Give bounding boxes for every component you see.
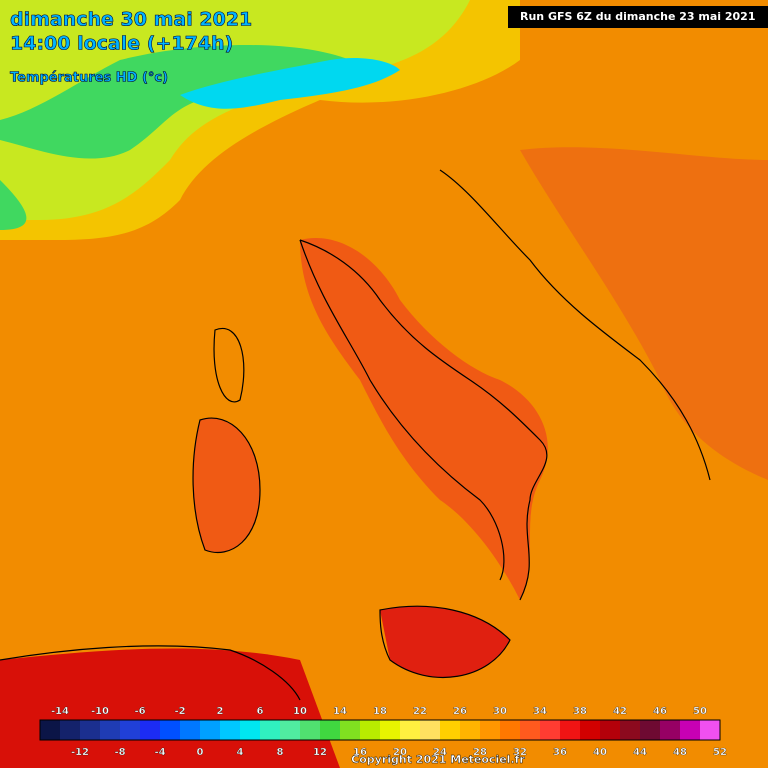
- scale-cell: [700, 720, 720, 740]
- scale-cell: [520, 720, 540, 740]
- scale-cell: [340, 720, 360, 740]
- scale-tick-label: 30: [493, 706, 507, 717]
- scale-cell: [480, 720, 500, 740]
- scale-tick-label: 6: [257, 706, 264, 717]
- scale-tick-label: 42: [613, 706, 627, 717]
- scale-tick-label: -6: [134, 706, 145, 717]
- scale-cell: [220, 720, 240, 740]
- scale-tick-label: 48: [673, 747, 687, 758]
- sicily-hot-zone: [380, 606, 510, 678]
- scale-tick-label: 44: [633, 747, 647, 758]
- coastline: [192, 417, 261, 554]
- coastline: [299, 239, 505, 581]
- scale-cell: [640, 720, 660, 740]
- scale-tick-label: 16: [353, 747, 367, 758]
- scale-cell: [620, 720, 640, 740]
- scale-cell: [460, 720, 480, 740]
- field-name: Températures HD (°c): [10, 71, 168, 86]
- scale-tick-label: 46: [653, 706, 667, 717]
- coastline: [439, 169, 711, 481]
- scale-tick-label: 0: [197, 747, 204, 758]
- scale-cell: [680, 720, 700, 740]
- scale-tick-label: 22: [413, 706, 427, 717]
- scale-frame: [39, 719, 721, 741]
- scale-tick-label: 18: [373, 706, 387, 717]
- green-yellow-zone: [0, 0, 470, 220]
- coastline: [213, 327, 245, 403]
- scale-tick-label: 38: [573, 706, 587, 717]
- coastline: [0, 645, 301, 701]
- scale-cell: [140, 720, 160, 740]
- scale-tick-label: -8: [114, 747, 125, 758]
- scale-tick-label: 28: [473, 747, 487, 758]
- scale-cell: [300, 720, 320, 740]
- scale-cell: [360, 720, 380, 740]
- scale-cell: [420, 720, 440, 740]
- scale-cell: [120, 720, 140, 740]
- scale-tick-label: 26: [453, 706, 467, 717]
- scale-cell: [80, 720, 100, 740]
- scale-cell: [40, 720, 60, 740]
- cold-zone: [180, 58, 400, 109]
- balkans-zone: [520, 147, 768, 480]
- forecast-date: dimanche 30 mai 2021: [10, 9, 252, 31]
- sardinia-hot-zone: [193, 418, 260, 553]
- scale-cell: [280, 720, 300, 740]
- scale-tick-label: 24: [433, 747, 447, 758]
- scale-cell: [660, 720, 680, 740]
- scale-tick-label: 32: [513, 747, 527, 758]
- forecast-time: 14:00 locale (+174h): [10, 33, 233, 55]
- scale-tick-label: -12: [71, 747, 89, 758]
- scale-tick-label: 34: [533, 706, 547, 717]
- scale-tick-label: 20: [393, 747, 407, 758]
- scale-cell: [180, 720, 200, 740]
- green-zone-west: [0, 180, 27, 230]
- scale-cell: [580, 720, 600, 740]
- scale-cell: [240, 720, 260, 740]
- coastlines: [0, 169, 711, 701]
- scale-tick-label: 4: [237, 747, 244, 758]
- scale-cell: [440, 720, 460, 740]
- scale-cell: [100, 720, 120, 740]
- scale-tick-label: 36: [553, 747, 567, 758]
- scale-tick-label: 52: [713, 747, 727, 758]
- scale-cell: [540, 720, 560, 740]
- scale-cell: [60, 720, 80, 740]
- scale-tick-label: 10: [293, 706, 307, 717]
- scale-cell: [200, 720, 220, 740]
- scale-tick-label: 2: [217, 706, 224, 717]
- scale-tick-label: -2: [174, 706, 185, 717]
- scale-cell: [260, 720, 280, 740]
- scale-tick-label: 8: [277, 747, 284, 758]
- scale-tick-label: -10: [91, 706, 109, 717]
- scale-tick-label: 50: [693, 706, 707, 717]
- coastline: [379, 605, 511, 679]
- scale-cell: [320, 720, 340, 740]
- scale-tick-label: 40: [593, 747, 607, 758]
- italy-hot-zone: [300, 238, 548, 600]
- run-info: Run GFS 6Z du dimanche 23 mai 2021: [520, 10, 756, 23]
- copyright: Copyright 2021 Meteociel.fr: [351, 753, 525, 766]
- scale-cell: [560, 720, 580, 740]
- color-scale: -14-12-10-8-6-4-202468101214161820222426…: [39, 706, 727, 758]
- scale-tick-label: -4: [154, 747, 165, 758]
- coastline: [299, 239, 548, 601]
- scale-cell: [600, 720, 620, 740]
- run-box: [508, 6, 768, 28]
- scale-cell: [380, 720, 400, 740]
- scale-tick-label: 14: [333, 706, 347, 717]
- scale-cell: [500, 720, 520, 740]
- scale-cell: [160, 720, 180, 740]
- scale-cell: [400, 720, 420, 740]
- scale-tick-label: 12: [313, 747, 327, 758]
- scale-tick-label: -14: [51, 706, 69, 717]
